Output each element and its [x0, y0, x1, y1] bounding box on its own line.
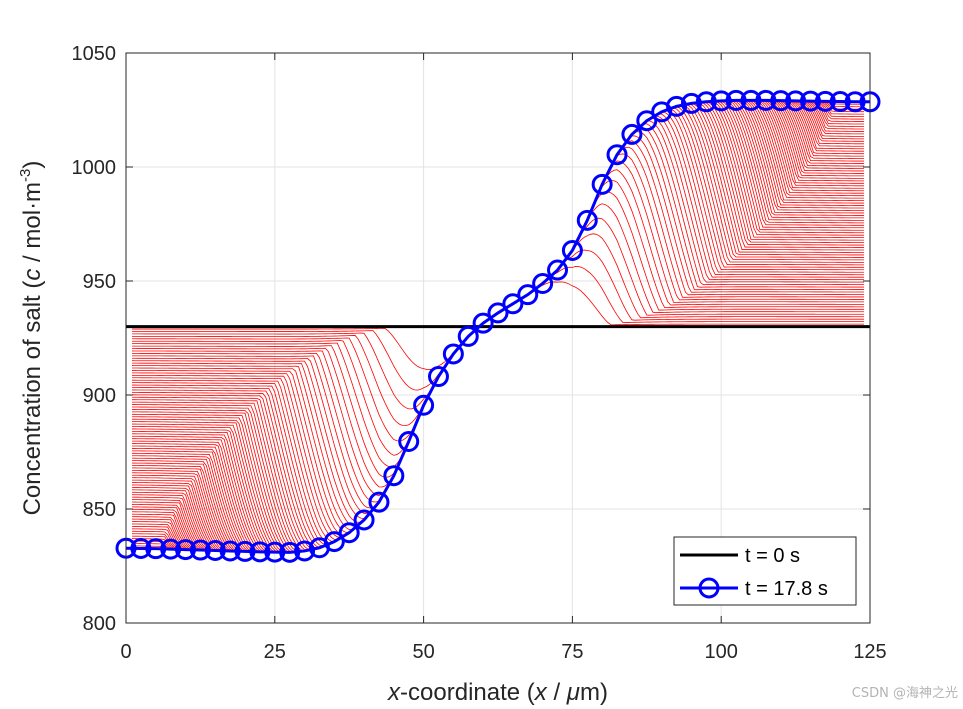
data-point-final [710, 90, 732, 112]
data-point-final [725, 89, 747, 111]
x-axis-label-part: x [534, 679, 548, 706]
data-point-final [621, 123, 643, 145]
legend-label-initial: t = 0 s [745, 545, 800, 567]
data-point-final [413, 394, 435, 416]
x-axis-label-part: / [547, 679, 567, 706]
data-point-final [264, 541, 286, 563]
data-point-final [695, 91, 717, 113]
x-axis-label-part: x [387, 679, 401, 706]
data-point-final [279, 541, 301, 563]
data-point-final [442, 343, 464, 365]
legend-marker-final [698, 577, 720, 599]
data-point-final [338, 522, 360, 544]
data-point-final [755, 89, 777, 111]
data-point-final [294, 540, 316, 562]
data-point-final [517, 284, 539, 306]
series-layer [115, 89, 881, 563]
data-point-final [829, 91, 851, 113]
x-tick-label: 0 [120, 641, 131, 663]
data-point-final [323, 531, 345, 553]
y-axis-label-part: Concentration of salt ( [19, 281, 46, 516]
data-point-final [814, 90, 836, 112]
data-point-final [398, 431, 420, 453]
data-point-final [532, 273, 554, 295]
data-point-final [249, 541, 271, 563]
data-point-final [204, 540, 226, 561]
y-tick-label: 950 [83, 271, 116, 293]
x-axis-label-part: μ [566, 679, 580, 706]
data-point-final [740, 89, 762, 111]
data-point-final [591, 173, 613, 195]
y-axis-label: Concentration of salt (c / mol·m-3) [17, 161, 46, 516]
data-point-final [785, 90, 807, 112]
plot-background [126, 53, 870, 623]
data-point-final [368, 491, 390, 513]
data-point-final [130, 537, 152, 559]
data-point-final [219, 540, 241, 562]
y-tick-label: 850 [83, 499, 116, 521]
data-point-final [770, 90, 792, 112]
data-point-final [472, 312, 494, 334]
x-tick-label: 125 [853, 641, 886, 663]
data-point-final [427, 366, 449, 388]
x-tick-label: 25 [264, 641, 286, 663]
y-axis-label-part: -3 [17, 169, 34, 182]
y-axis-label-part: ) [19, 161, 46, 169]
data-point-final [666, 95, 688, 117]
y-tick-label: 800 [83, 613, 116, 635]
data-point-final [160, 538, 182, 560]
ticks: 0 25 50 75 100 125 800 850 900 950 1000 1050 [72, 43, 887, 663]
data-point-final [383, 465, 405, 487]
data-point-final [502, 293, 524, 315]
plot-frame [125, 52, 871, 624]
data-point-final [145, 538, 167, 560]
data-point-final [561, 239, 583, 261]
legend-label-final: t = 17.8 s [745, 578, 828, 600]
y-tick-label: 1000 [72, 157, 117, 179]
watermark: CSDN @海神之光 [852, 686, 958, 701]
data-point-final [844, 91, 866, 113]
x-axis-label-part: m) [580, 679, 608, 706]
x-tick-label: 50 [412, 641, 434, 663]
y-tick-label: 900 [83, 385, 116, 407]
data-point-final [680, 92, 702, 114]
data-point-final [576, 209, 598, 231]
data-point-final [175, 539, 197, 561]
data-point-final [234, 540, 256, 562]
x-axis-label: x-coordinate (x / μm) [387, 679, 608, 706]
y-axis-label-part: / mol·m [19, 182, 46, 269]
legend-box [673, 536, 857, 606]
data-point-final [189, 539, 211, 561]
y-axis-label-part: c [19, 269, 46, 281]
data-point-final [353, 509, 375, 531]
legend: t = 0 s t = 17.8 s [673, 536, 857, 606]
data-point-final [636, 110, 658, 132]
data-point-final [606, 144, 628, 166]
x-tick-label: 75 [561, 641, 583, 663]
data-point-final [547, 259, 569, 281]
y-tick-label: 1050 [72, 43, 117, 65]
data-point-final [457, 325, 479, 347]
data-point-final [487, 302, 509, 324]
x-axis-label-part: -coordinate ( [400, 679, 535, 706]
data-point-final [799, 90, 821, 112]
x-tick-label: 100 [705, 641, 738, 663]
